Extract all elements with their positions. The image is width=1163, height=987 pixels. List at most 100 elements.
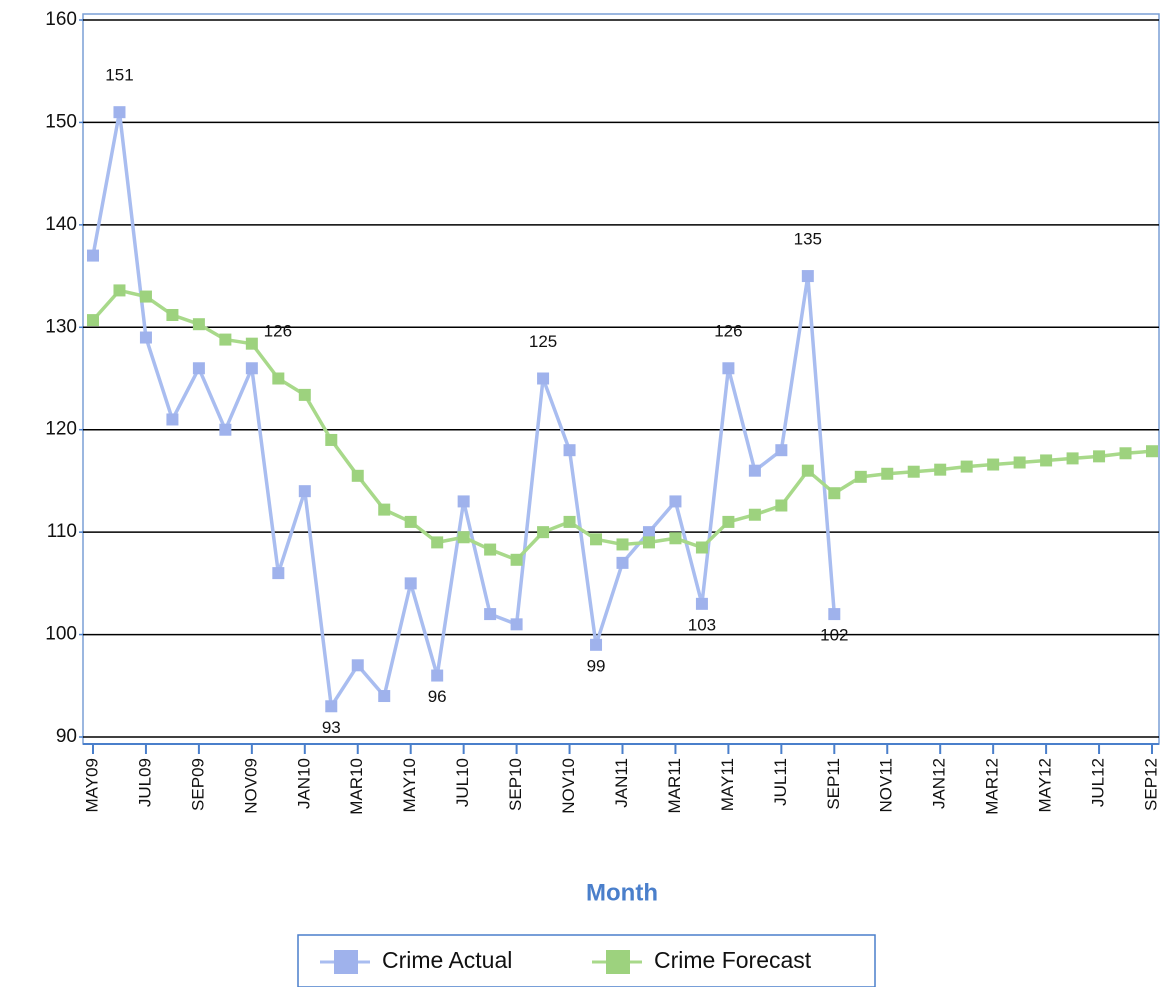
point-marker: [1119, 447, 1132, 460]
data-label: 126: [714, 322, 742, 341]
point-marker: [1066, 452, 1079, 465]
data-label: 103: [688, 615, 716, 634]
y-tick-label: 130: [45, 316, 77, 337]
point-marker: [987, 458, 1000, 471]
point-marker: [113, 106, 126, 119]
point-marker: [775, 499, 788, 512]
series-line: [91, 110, 837, 709]
x-tick-label: SEP09: [188, 758, 207, 811]
point-marker: [695, 597, 708, 610]
y-tick-label: 160: [45, 9, 77, 30]
point-marker: [245, 362, 258, 375]
x-tick-label: SEP10: [506, 758, 525, 811]
point-marker: [801, 270, 814, 283]
point-marker: [828, 487, 841, 500]
point-marker: [1013, 456, 1026, 469]
point-marker: [457, 495, 470, 508]
point-marker: [166, 308, 179, 321]
legend-marker: [334, 950, 358, 974]
point-marker: [378, 503, 391, 516]
point-marker: [378, 690, 391, 703]
point-marker: [960, 460, 973, 473]
x-axis-title: Month: [586, 879, 658, 906]
point-marker: [590, 638, 603, 651]
x-tick-label: MAR11: [665, 758, 684, 813]
point-marker: [325, 433, 338, 446]
data-label: 102: [820, 626, 848, 645]
x-tick-label: JUL09: [135, 758, 154, 807]
point-marker: [272, 372, 285, 385]
point-marker: [431, 536, 444, 549]
x-tick-label: NOV09: [241, 758, 260, 814]
y-tick-label: 120: [45, 419, 77, 440]
point-marker: [484, 608, 497, 621]
point-marker: [695, 541, 708, 554]
y-tick-label: 90: [56, 726, 77, 747]
data-label: 135: [794, 230, 822, 249]
point-marker: [748, 464, 761, 477]
x-tick-label: JAN12: [930, 758, 949, 809]
point-marker: [484, 543, 497, 556]
point-marker: [219, 333, 232, 346]
point-marker: [616, 556, 629, 569]
point-marker: [245, 337, 258, 350]
point-marker: [590, 533, 603, 546]
point-marker: [166, 413, 179, 426]
x-tick-label: SEP12: [1141, 758, 1160, 811]
point-marker: [722, 515, 735, 528]
point-marker: [563, 444, 576, 457]
y-tick-label: 140: [45, 214, 77, 235]
legend-label: Crime Actual: [382, 947, 512, 973]
x-tick-label: JUL11: [771, 758, 790, 806]
point-marker: [642, 526, 655, 539]
point-marker: [139, 331, 152, 344]
point-marker: [642, 536, 655, 549]
series-line: [91, 288, 1153, 562]
point-marker: [351, 469, 364, 482]
point-marker: [854, 470, 867, 483]
point-marker: [192, 362, 205, 375]
legend-label: Crime Forecast: [654, 947, 812, 973]
point-marker: [404, 577, 417, 590]
point-marker: [87, 314, 99, 327]
point-marker: [298, 388, 311, 401]
point-marker: [219, 423, 232, 436]
y-tick-label: 100: [45, 624, 77, 645]
data-label: 151: [105, 66, 133, 85]
point-marker: [113, 284, 126, 297]
x-tick-label: MAR12: [983, 758, 1002, 815]
x-tick-label: JUL12: [1089, 758, 1108, 807]
x-tick-label: JAN11: [612, 758, 631, 808]
x-tick-label: NOV10: [559, 758, 578, 814]
point-marker: [510, 553, 523, 566]
point-marker: [431, 669, 444, 682]
data-label: 99: [587, 656, 606, 675]
point-marker: [669, 532, 682, 545]
point-marker: [801, 464, 814, 477]
point-marker: [775, 444, 788, 457]
point-marker: [87, 249, 99, 262]
point-marker: [1093, 450, 1106, 463]
point-marker: [616, 538, 629, 551]
point-marker: [192, 318, 205, 331]
data-label: 126: [264, 322, 292, 341]
point-marker: [563, 515, 576, 528]
data-label: 96: [428, 687, 447, 706]
point-marker: [722, 362, 735, 375]
point-marker: [272, 567, 285, 580]
point-marker: [351, 659, 364, 672]
x-tick-label: JUL10: [453, 758, 472, 807]
point-marker: [934, 463, 947, 476]
x-tick-label: SEP11: [824, 758, 843, 810]
x-tick-label: MAY09: [82, 758, 101, 813]
point-marker: [537, 372, 550, 385]
point-marker: [669, 495, 682, 508]
point-marker: [828, 608, 841, 621]
point-marker: [907, 465, 920, 478]
point-marker: [298, 485, 311, 498]
point-marker: [1146, 445, 1158, 458]
legend-marker: [606, 950, 630, 974]
x-tick-label: MAY10: [400, 758, 419, 813]
point-marker: [537, 526, 550, 539]
